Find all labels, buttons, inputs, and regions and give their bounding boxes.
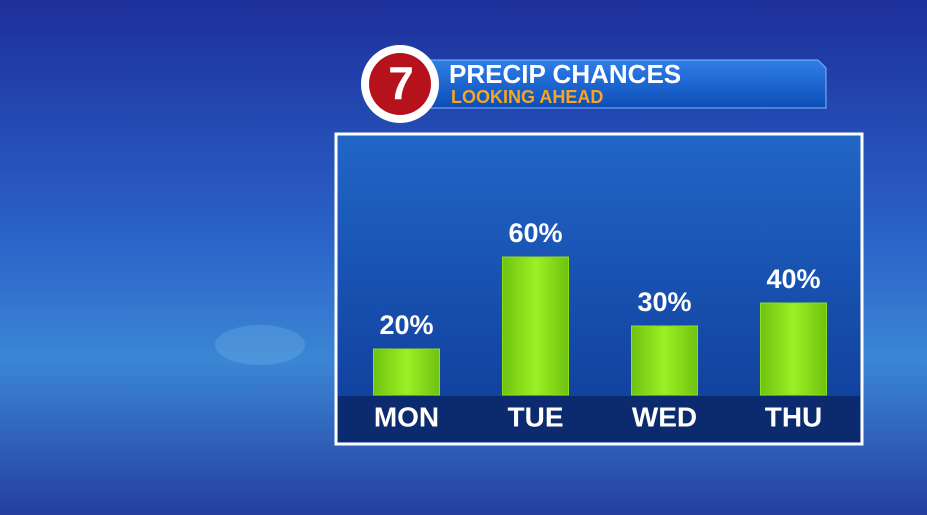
background-drop bbox=[215, 325, 305, 365]
x-tick-label: THU bbox=[765, 401, 823, 432]
bar bbox=[631, 325, 698, 396]
chart-subtitle: LOOKING AHEAD bbox=[451, 87, 603, 107]
value-label: 30% bbox=[637, 287, 691, 317]
bar bbox=[760, 302, 827, 396]
chart-title: PRECIP CHANCES bbox=[449, 59, 681, 89]
bar bbox=[502, 256, 569, 396]
bar bbox=[373, 348, 440, 396]
category-band bbox=[338, 396, 860, 442]
x-tick-label: TUE bbox=[508, 401, 564, 432]
logo-text: 7 bbox=[388, 57, 414, 109]
logo-disc bbox=[369, 53, 431, 115]
x-tick-label: WED bbox=[632, 401, 697, 432]
x-tick-label: MON bbox=[374, 401, 439, 432]
value-label: 40% bbox=[766, 264, 820, 294]
value-label: 60% bbox=[508, 218, 562, 248]
value-label: 20% bbox=[379, 310, 433, 340]
